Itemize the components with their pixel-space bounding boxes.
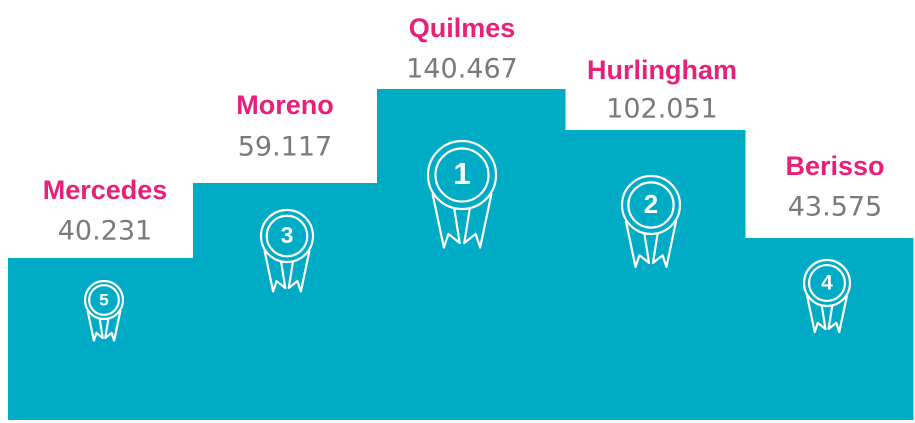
medal-inner <box>627 181 675 229</box>
location-value: 59.117 <box>238 132 332 163</box>
medal-inner <box>265 214 309 258</box>
medal-ribbon <box>287 250 311 293</box>
location-name: Hurlingham <box>587 55 737 85</box>
medal-ribbon <box>431 193 461 249</box>
medal <box>802 258 852 334</box>
medal-ribbon <box>624 220 651 268</box>
medal-outer <box>426 139 498 211</box>
medal <box>620 174 682 268</box>
podium-step <box>565 130 746 420</box>
location-value: 43.575 <box>788 192 882 223</box>
medal-ribbon <box>651 220 678 268</box>
medal-rank: 2 <box>644 189 658 219</box>
location-name: Moreno <box>236 90 334 120</box>
medal <box>426 139 498 249</box>
medal-outer <box>83 279 125 321</box>
medal-rank: 3 <box>281 222 294 248</box>
location-name: Berisso <box>785 151 884 181</box>
medal-ribbon <box>827 295 849 334</box>
medal-outer <box>620 174 682 236</box>
medal <box>83 279 125 342</box>
podium-step <box>377 89 566 420</box>
medal-ribbon <box>86 310 104 342</box>
medal-ribbon <box>463 193 493 249</box>
medal-rank: 4 <box>821 272 833 295</box>
medal-inner <box>807 263 847 303</box>
location-value: 102.051 <box>606 94 718 125</box>
medal-inner <box>434 147 490 203</box>
medal-ribbon <box>104 310 122 342</box>
medal <box>259 208 315 293</box>
location-name: Mercedes <box>43 175 168 205</box>
location-value: 40.231 <box>58 216 152 247</box>
medal-outer <box>259 208 315 264</box>
medal-outer <box>802 258 852 308</box>
medal-ribbon <box>263 250 287 293</box>
medal-rank: 1 <box>453 156 470 191</box>
medal-ribbon <box>805 295 827 334</box>
medal-inner <box>88 284 120 316</box>
location-value: 140.467 <box>406 54 518 85</box>
medal-rank: 5 <box>99 290 108 309</box>
location-name: Quilmes <box>409 13 516 43</box>
